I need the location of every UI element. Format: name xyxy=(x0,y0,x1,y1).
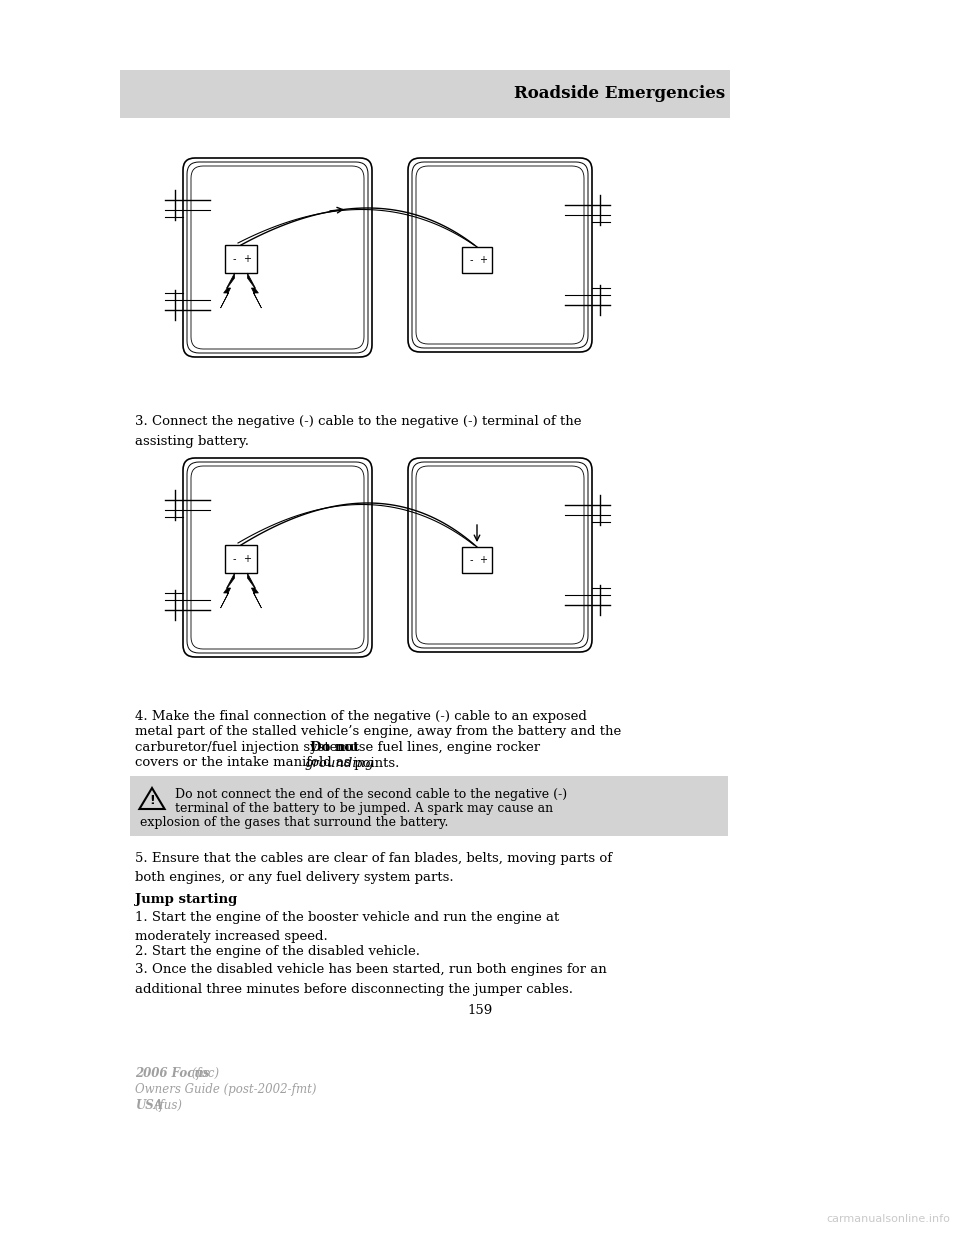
Text: -: - xyxy=(233,255,236,265)
Text: 2. Start the engine of the disabled vehicle.: 2. Start the engine of the disabled vehi… xyxy=(135,945,420,959)
FancyBboxPatch shape xyxy=(183,458,372,657)
FancyBboxPatch shape xyxy=(187,462,368,653)
Text: Owners Guide (post-2002-fmt): Owners Guide (post-2002-fmt) xyxy=(135,1083,317,1095)
Text: (fus): (fus) xyxy=(151,1099,181,1112)
Text: carburetor/fuel injection system.: carburetor/fuel injection system. xyxy=(135,741,358,754)
Text: 4. Make the final connection of the negative (-) cable to an exposed: 4. Make the final connection of the nega… xyxy=(135,710,587,723)
Text: +: + xyxy=(479,255,487,265)
Text: metal part of the stalled vehicle’s engine, away from the battery and the: metal part of the stalled vehicle’s engi… xyxy=(135,725,621,739)
Text: 3. Once the disabled vehicle has been started, run both engines for an
additiona: 3. Once the disabled vehicle has been st… xyxy=(135,963,607,996)
FancyBboxPatch shape xyxy=(412,462,588,648)
FancyBboxPatch shape xyxy=(183,158,372,356)
FancyBboxPatch shape xyxy=(416,166,584,344)
FancyBboxPatch shape xyxy=(408,458,592,652)
Text: Do not connect the end of the second cable to the negative (-): Do not connect the end of the second cab… xyxy=(175,787,567,801)
Polygon shape xyxy=(221,273,234,308)
Text: 2006 Focus: 2006 Focus xyxy=(135,1067,209,1081)
Text: +: + xyxy=(479,555,487,565)
Text: +: + xyxy=(244,255,252,265)
FancyBboxPatch shape xyxy=(462,546,492,573)
Text: 1. Start the engine of the booster vehicle and run the engine at
moderately incr: 1. Start the engine of the booster vehic… xyxy=(135,910,560,943)
Text: (foc): (foc) xyxy=(188,1067,219,1081)
FancyBboxPatch shape xyxy=(225,545,257,573)
Text: covers or the intake manifold as: covers or the intake manifold as xyxy=(135,756,355,770)
Text: +: + xyxy=(244,554,252,564)
Text: USA: USA xyxy=(135,1099,163,1112)
Text: -: - xyxy=(469,555,472,565)
Text: terminal of the battery to be jumped. A spark may cause an: terminal of the battery to be jumped. A … xyxy=(175,802,553,815)
FancyBboxPatch shape xyxy=(130,776,728,836)
FancyBboxPatch shape xyxy=(412,161,588,348)
FancyBboxPatch shape xyxy=(191,166,364,349)
Text: Do not: Do not xyxy=(310,741,359,754)
Text: 3. Connect the negative (-) cable to the negative (-) terminal of the
assisting : 3. Connect the negative (-) cable to the… xyxy=(135,415,582,447)
Text: Jump starting: Jump starting xyxy=(135,893,237,905)
Text: use fuel lines, engine rocker: use fuel lines, engine rocker xyxy=(346,741,540,754)
FancyBboxPatch shape xyxy=(225,245,257,273)
Polygon shape xyxy=(221,573,234,609)
Text: -: - xyxy=(233,554,236,564)
FancyBboxPatch shape xyxy=(187,161,368,353)
FancyBboxPatch shape xyxy=(408,158,592,351)
Text: 159: 159 xyxy=(468,1004,492,1017)
Polygon shape xyxy=(248,273,261,308)
Text: explosion of the gases that surround the battery.: explosion of the gases that surround the… xyxy=(140,816,448,828)
Text: grounding: grounding xyxy=(305,756,374,770)
FancyBboxPatch shape xyxy=(191,466,364,650)
Text: Roadside Emergencies: Roadside Emergencies xyxy=(514,86,725,103)
FancyBboxPatch shape xyxy=(120,70,730,118)
Text: 5. Ensure that the cables are clear of fan blades, belts, moving parts of
both e: 5. Ensure that the cables are clear of f… xyxy=(135,852,612,884)
Polygon shape xyxy=(248,573,261,609)
FancyBboxPatch shape xyxy=(416,466,584,645)
Text: carmanualsonline.info: carmanualsonline.info xyxy=(827,1213,950,1225)
Text: -: - xyxy=(469,255,472,265)
Text: points.: points. xyxy=(350,756,399,770)
FancyBboxPatch shape xyxy=(462,247,492,273)
Text: !: ! xyxy=(149,794,155,806)
